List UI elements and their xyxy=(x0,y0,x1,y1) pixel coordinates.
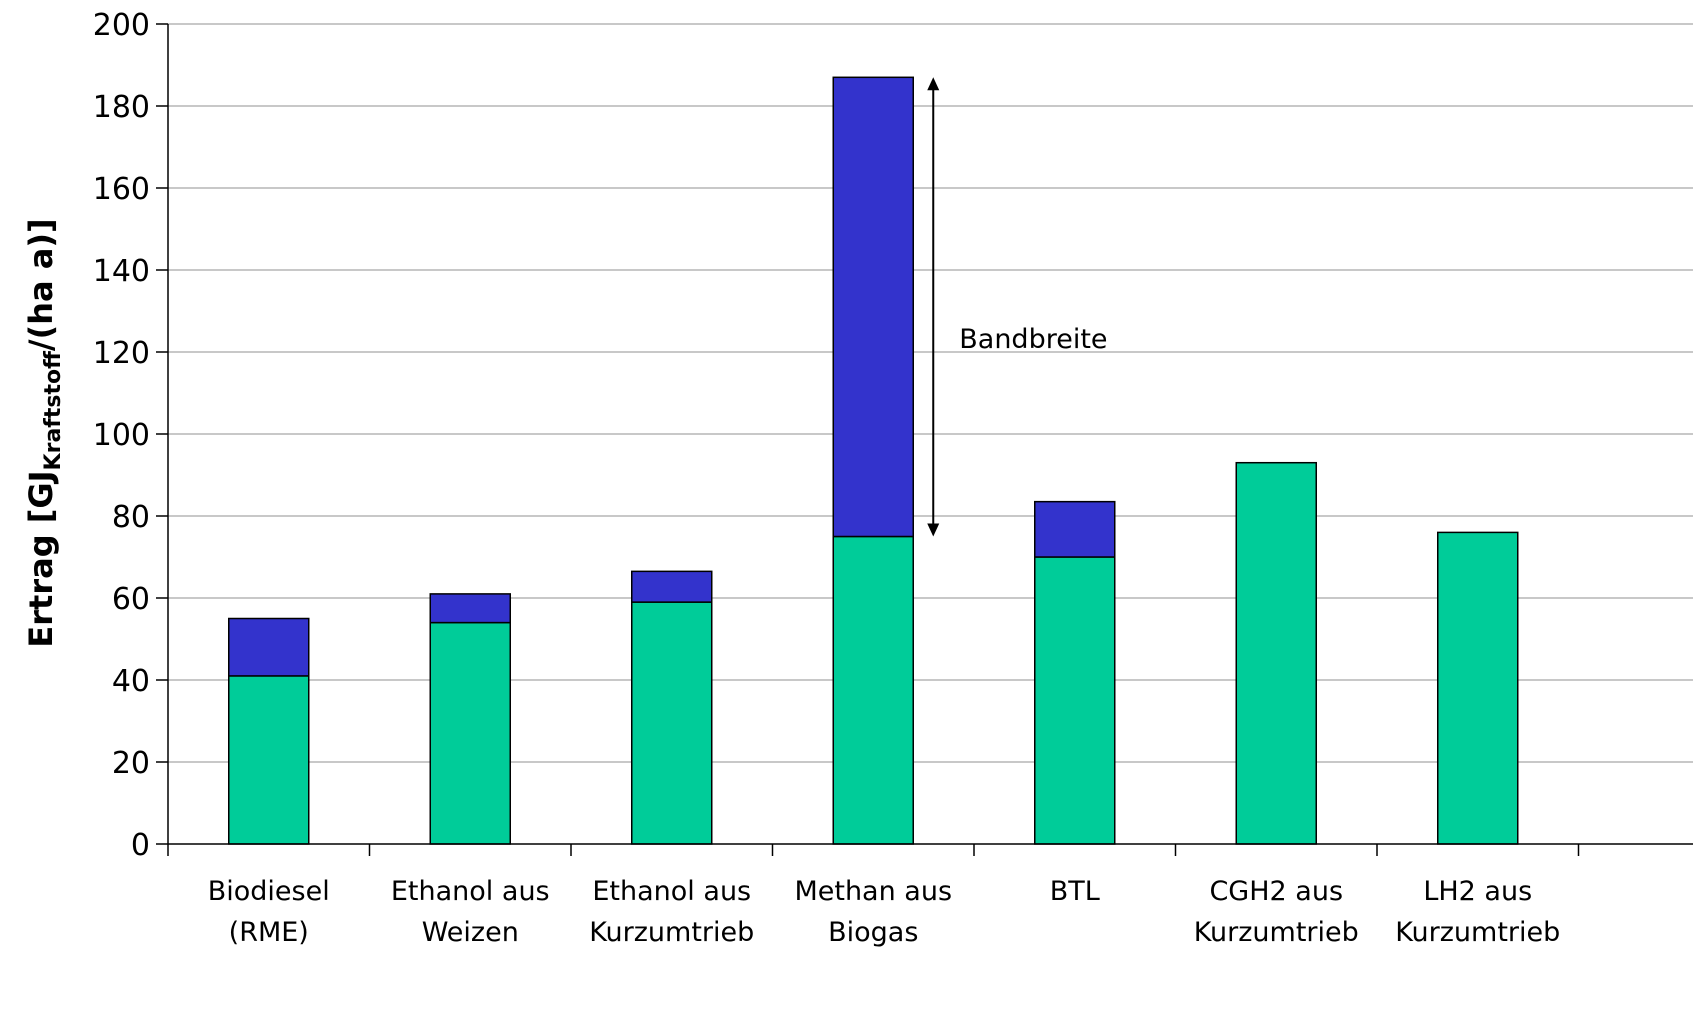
y-tick-label: 160 xyxy=(93,172,150,207)
x-tick-label: CGH2 aus Kurzumtrieb xyxy=(1194,876,1359,948)
y-tick-label: 120 xyxy=(93,336,150,371)
y-tick-label: 0 xyxy=(131,828,150,863)
y-axis-label-prefix: Ertrag [GJ xyxy=(22,470,60,647)
x-tick-label: LH2 aus Kurzumtrieb xyxy=(1395,876,1560,948)
bar-base-3 xyxy=(832,535,914,845)
y-tick-label: 100 xyxy=(93,418,150,453)
bar-range-0 xyxy=(228,617,310,677)
bar-base-5 xyxy=(1235,461,1317,845)
y-tick-label: 60 xyxy=(112,582,150,617)
bar-base-1 xyxy=(429,621,511,845)
arrow-head-up xyxy=(927,77,940,91)
y-tick-label: 200 xyxy=(93,8,150,43)
y-axis-label-suffix: /(ha a)] xyxy=(22,218,60,351)
bar-range-4 xyxy=(1034,500,1116,558)
axes xyxy=(156,23,1693,856)
y-tick-labels: 0 20 40 60 80 100 120 140 160 180 200 xyxy=(93,8,150,863)
x-tick-label: Ethanol aus Kurzumtrieb xyxy=(589,876,754,948)
bar-range-2 xyxy=(631,570,713,603)
bar-range-1 xyxy=(429,593,511,624)
bar-base-4 xyxy=(1034,556,1116,845)
x-tick-label: Biodiesel (RME) xyxy=(208,876,330,948)
y-tick-label: 40 xyxy=(112,664,150,699)
y-axis-label-subscript: Kraftstoff xyxy=(41,350,66,471)
y-axis-label: Ertrag [GJKraftstoff/(ha a)] xyxy=(22,218,66,647)
x-tick-label: BTL xyxy=(1050,876,1100,907)
bar-base-2 xyxy=(631,601,713,845)
gridlines xyxy=(168,23,1693,763)
x-tick-label: Methan aus Biogas xyxy=(794,876,952,948)
y-tick-label: 20 xyxy=(112,746,150,781)
y-tick-label: 140 xyxy=(93,254,150,289)
annotation-label: Bandbreite xyxy=(959,324,1107,355)
y-tick-label: 80 xyxy=(112,500,150,535)
x-tick-labels: Biodiesel (RME) Ethanol aus Weizen Ethanol a… xyxy=(208,876,1561,948)
y-tick-label: 180 xyxy=(93,90,150,125)
bar-range-3 xyxy=(832,76,914,538)
bandbreite-annotation: Bandbreite xyxy=(927,77,1108,537)
bar-base-0 xyxy=(228,675,310,845)
x-tick-label: Ethanol aus Weizen xyxy=(391,876,550,948)
bar-base-6 xyxy=(1437,531,1519,845)
arrow-head-down xyxy=(927,523,940,537)
bars xyxy=(228,76,1519,845)
